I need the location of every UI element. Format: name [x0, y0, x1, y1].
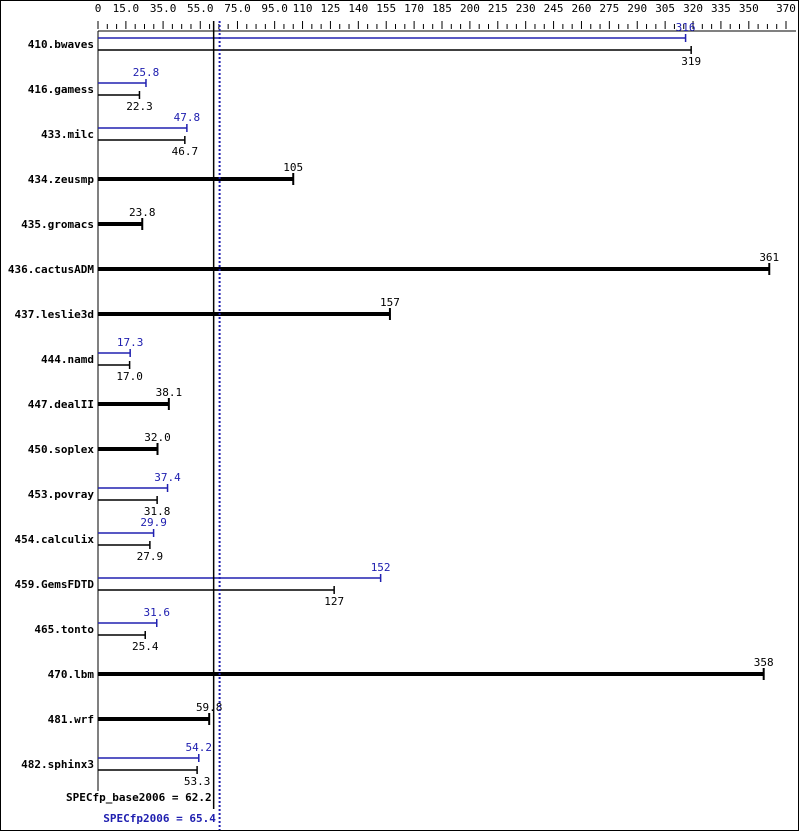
- x-tick-label: 370: [776, 2, 796, 15]
- base-value-label: 27.9: [137, 550, 164, 563]
- base-value-label: 358: [754, 656, 774, 669]
- base-value-label: 17.0: [116, 370, 143, 383]
- x-tick-label: 125: [320, 2, 340, 15]
- category-label: 436.cactusADM: [8, 263, 94, 276]
- x-tick-label: 155: [376, 2, 396, 15]
- category-label: 481.wrf: [48, 713, 94, 726]
- base-value-label: 53.3: [184, 775, 211, 788]
- peak-value-label: 17.3: [117, 336, 144, 349]
- x-tick-label: 185: [432, 2, 452, 15]
- category-label: 410.bwaves: [28, 38, 94, 51]
- base-value-label: 319: [681, 55, 701, 68]
- x-tick-label: 230: [516, 2, 536, 15]
- x-tick-label: 260: [572, 2, 592, 15]
- peak-reference-label: SPECfp2006 = 65.4: [103, 812, 216, 825]
- peak-value-label: 47.8: [174, 111, 201, 124]
- x-tick-label: 320: [683, 2, 703, 15]
- base-value-label: 46.7: [172, 145, 199, 158]
- category-label: 416.gamess: [28, 83, 94, 96]
- x-tick-label: 35.0: [150, 2, 177, 15]
- x-tick-label: 110: [293, 2, 313, 15]
- base-value-label: 32.0: [144, 431, 171, 444]
- peak-value-label: 31.6: [144, 606, 171, 619]
- x-tick-label: 215: [488, 2, 508, 15]
- base-value-label: 25.4: [132, 640, 159, 653]
- x-tick-label: 245: [544, 2, 564, 15]
- x-tick-label: 200: [460, 2, 480, 15]
- peak-value-label: 54.2: [186, 741, 213, 754]
- category-label: 434.zeusmp: [28, 173, 95, 186]
- category-label: 454.calculix: [15, 533, 95, 546]
- x-tick-label: 350: [739, 2, 759, 15]
- base-reference-label: SPECfp_base2006 = 62.2: [66, 791, 212, 804]
- category-label: 470.lbm: [48, 668, 95, 681]
- base-value-label: 59.8: [196, 701, 223, 714]
- x-tick-label: 0: [95, 2, 102, 15]
- base-value-label: 31.8: [144, 505, 171, 518]
- category-label: 482.sphinx3: [21, 758, 94, 771]
- base-value-label: 23.8: [129, 206, 156, 219]
- peak-value-label: 37.4: [154, 471, 181, 484]
- base-value-label: 361: [759, 251, 779, 264]
- peak-value-label: 25.8: [133, 66, 160, 79]
- x-tick-label: 305: [655, 2, 675, 15]
- base-value-label: 22.3: [126, 100, 153, 113]
- category-label: 465.tonto: [34, 623, 94, 636]
- base-value-label: 127: [324, 595, 344, 608]
- x-tick-label: 170: [404, 2, 424, 15]
- x-tick-label: 15.0: [113, 2, 140, 15]
- category-label: 433.milc: [41, 128, 94, 141]
- base-value-label: 105: [283, 161, 303, 174]
- x-tick-label: 335: [711, 2, 731, 15]
- category-label: 444.namd: [41, 353, 94, 366]
- category-label: 435.gromacs: [21, 218, 94, 231]
- peak-value-label: 316: [676, 21, 696, 34]
- peak-value-label: 152: [371, 561, 391, 574]
- x-tick-label: 75.0: [224, 2, 251, 15]
- x-tick-label: 290: [627, 2, 647, 15]
- category-label: 437.leslie3d: [15, 308, 94, 321]
- x-tick-label: 140: [348, 2, 368, 15]
- category-label: 459.GemsFDTD: [15, 578, 95, 591]
- base-value-label: 38.1: [156, 386, 183, 399]
- x-tick-label: 275: [599, 2, 619, 15]
- category-label: 453.povray: [28, 488, 95, 501]
- category-label: 450.soplex: [28, 443, 95, 456]
- base-value-label: 157: [380, 296, 400, 309]
- x-tick-label: 55.0: [187, 2, 214, 15]
- peak-value-label: 29.9: [140, 516, 167, 529]
- category-label: 447.dealII: [28, 398, 94, 411]
- x-tick-label: 95.0: [261, 2, 288, 15]
